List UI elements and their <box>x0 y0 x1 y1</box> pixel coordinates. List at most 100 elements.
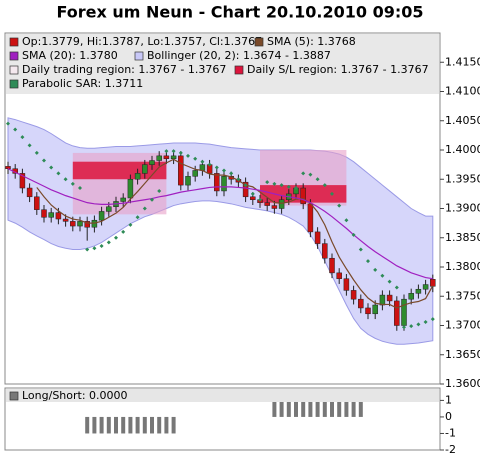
candle-body <box>55 212 62 220</box>
sar-dot <box>265 180 270 185</box>
sar-dot <box>366 259 370 264</box>
y-tick-label: 1.3750 <box>445 289 480 302</box>
candle-body <box>408 293 414 300</box>
sar-dot <box>171 149 176 154</box>
sar-dot <box>344 218 349 223</box>
sar-dot <box>229 171 234 176</box>
sar-dot <box>56 171 61 176</box>
candle-body <box>343 278 350 291</box>
sar-dot <box>214 165 219 170</box>
sar-dot <box>106 240 111 245</box>
candle-body <box>350 290 357 300</box>
bar <box>315 400 320 417</box>
sar-dot <box>394 285 399 290</box>
candle-body <box>149 160 155 165</box>
candle-body <box>250 196 256 200</box>
sar-dot <box>186 153 190 158</box>
sar-dot <box>430 317 435 322</box>
candle-body <box>77 221 83 227</box>
sar-dot <box>387 279 392 284</box>
legend-label: Op:1.3779, Hi:1.3787, Lo:1.3757, Cl:1.37… <box>22 35 262 48</box>
legend-swatch <box>9 79 19 89</box>
candle-body <box>178 155 184 186</box>
y-tick-label: 1.3600 <box>445 377 480 390</box>
sar-dot <box>42 158 46 163</box>
candle-body <box>386 294 393 302</box>
sar-dot <box>121 229 126 234</box>
bar <box>99 416 104 434</box>
legend-swatch <box>254 37 264 47</box>
legend-label: Bollinger (20, 2): 1.3674 - 1.3887 <box>147 49 331 62</box>
sar-dot <box>243 183 248 188</box>
sar-dot <box>178 150 183 155</box>
legend-label: SMA (20): 1.3780 <box>22 49 118 62</box>
candle-body <box>5 166 11 169</box>
candle-body <box>62 218 69 222</box>
candle-body <box>242 181 249 198</box>
legend-swatch <box>9 65 19 75</box>
sar-dot <box>157 188 162 193</box>
candle-body <box>307 203 314 233</box>
y-tick-label: 0 <box>445 410 452 423</box>
y-tick-label: 1.3950 <box>445 172 480 185</box>
sar-dot <box>13 127 18 132</box>
indicator-line <box>7 168 433 280</box>
candle-body <box>422 284 429 290</box>
candle-body <box>329 257 335 274</box>
legend-label: Daily trading region: 1.3767 - 1.3767 <box>22 63 226 76</box>
bar <box>272 400 277 417</box>
bar <box>106 416 111 434</box>
sar-dot <box>142 206 147 211</box>
y-tick-label: 1.3900 <box>445 202 480 215</box>
sar-dot <box>200 159 205 164</box>
y-tick-label: 1.4150 <box>445 55 480 68</box>
legend-swatch <box>9 51 19 61</box>
candle-body <box>264 202 270 206</box>
sar-dot <box>286 184 291 189</box>
candle-body <box>142 164 148 174</box>
bar <box>344 400 349 417</box>
candle-body <box>192 170 198 177</box>
bar <box>337 400 342 417</box>
candle-body <box>185 176 191 186</box>
y-tick-label: 1.3700 <box>445 319 480 332</box>
bar <box>308 400 313 417</box>
sar-dot <box>351 232 356 237</box>
sar-dot <box>358 247 363 252</box>
sar-dot <box>279 183 284 188</box>
bar <box>279 400 284 417</box>
sar-dot <box>85 247 90 252</box>
bar <box>301 400 306 417</box>
y-tick-label: 1.3800 <box>445 260 480 273</box>
bar <box>351 400 356 417</box>
candle-body <box>372 304 378 315</box>
y-tick-label: 1.3650 <box>445 348 480 361</box>
bar <box>150 416 154 434</box>
bar <box>322 400 327 417</box>
bar <box>128 416 133 434</box>
sar-dot <box>70 181 75 186</box>
sar-dot <box>207 162 212 167</box>
candle-body <box>271 205 278 209</box>
sar-dot <box>236 177 241 182</box>
bar <box>294 400 298 417</box>
bar <box>330 400 334 417</box>
legend-label: Long/Short: 0.0000 <box>22 389 128 402</box>
candle-body <box>336 272 342 279</box>
bar <box>121 416 126 434</box>
y-tick-label: -1 <box>445 426 456 439</box>
sar-dot <box>34 150 39 155</box>
candle-body <box>156 155 162 161</box>
legend-label: SMA (5): 1.3768 <box>267 35 356 48</box>
sar-dot <box>27 143 32 148</box>
sar-dot <box>99 243 104 248</box>
candle-body <box>430 279 436 287</box>
sar-dot <box>330 191 334 196</box>
candle-body <box>278 199 285 209</box>
legend-label: Parabolic SAR: 1.3711 <box>22 77 143 90</box>
sar-dot <box>322 183 327 188</box>
sar-dot <box>272 181 277 186</box>
sar-dot <box>250 191 255 196</box>
indicator-line <box>36 158 434 309</box>
y-tick-label: 1.4000 <box>445 143 480 156</box>
